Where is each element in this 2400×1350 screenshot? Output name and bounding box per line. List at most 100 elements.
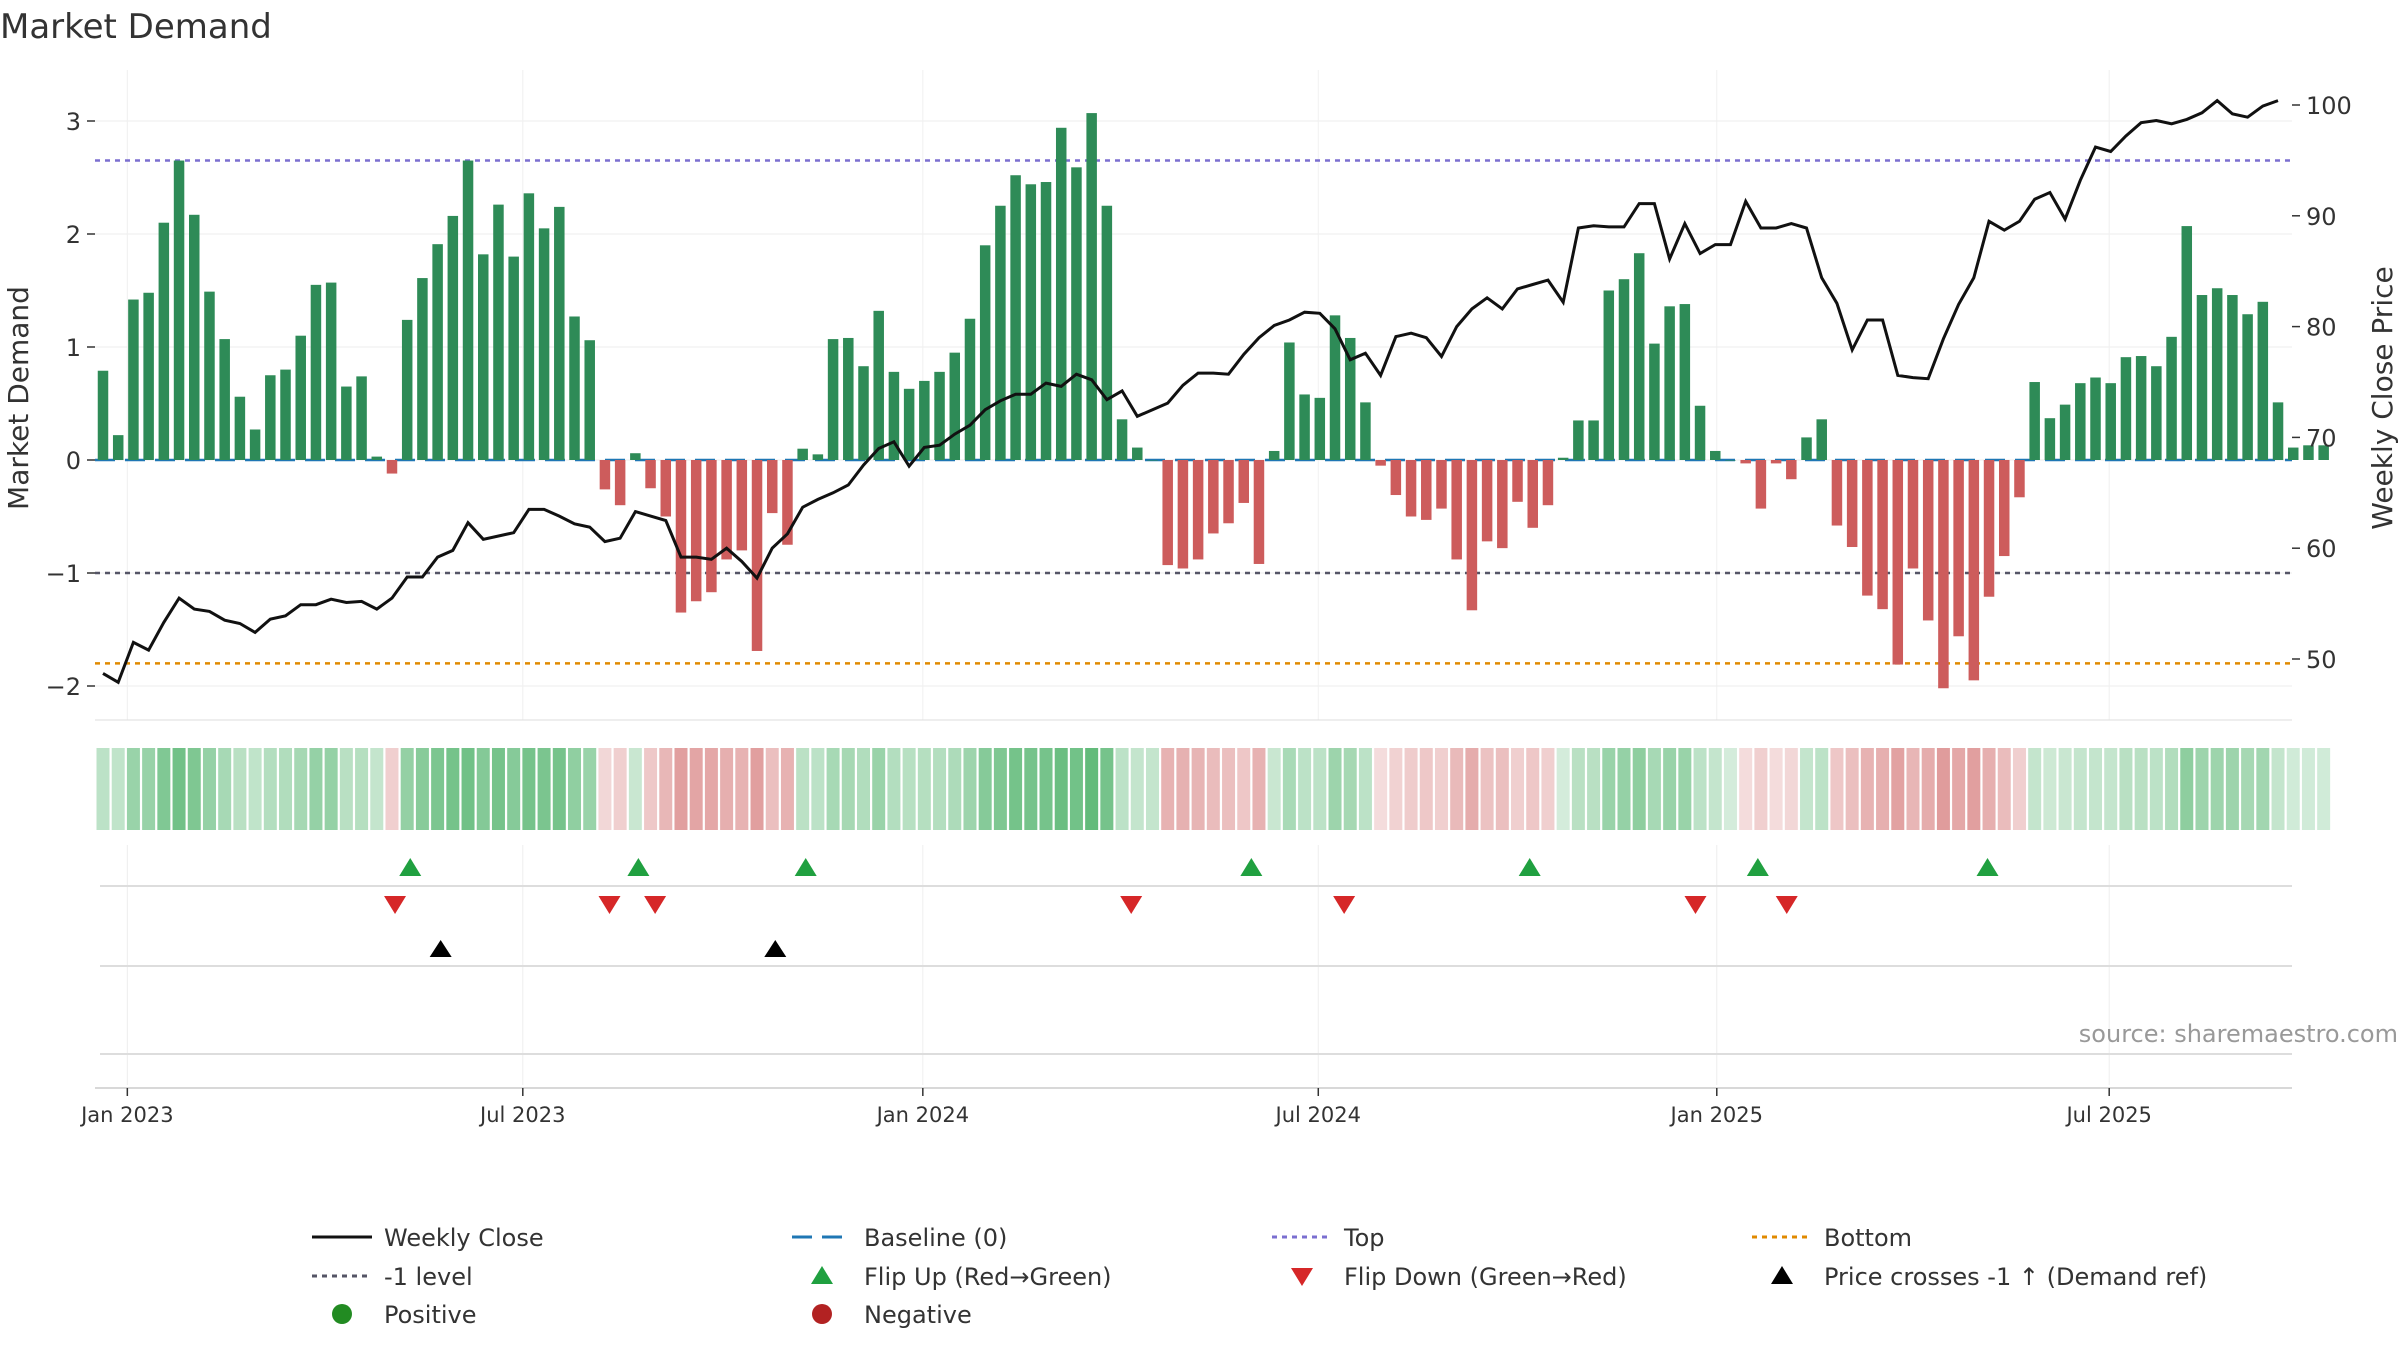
demand-bar [721,460,732,560]
demand-bar [1755,460,1767,509]
demand-bar [401,319,413,460]
heat-cell [1587,748,1601,830]
demand-bar [1344,337,1356,460]
demand-bar [325,282,337,460]
demand-bar [2318,445,2329,460]
heat-cell [628,748,642,830]
demand-bar [2044,418,2056,460]
heat-cell [126,748,140,830]
heat-cell [1769,748,1783,830]
heat-cell [202,748,216,830]
heat-cell [750,748,764,830]
heat-cell [187,748,201,830]
flip-up-marker [1746,858,1769,876]
demand-bar [356,376,367,460]
heat-cell [1282,748,1296,830]
demand-bar [569,316,580,460]
demand-bar [2211,288,2223,460]
demand-bar [1968,460,1980,681]
demand-bar [1694,405,1706,460]
demand-bar [295,335,306,460]
heat-cell [1784,748,1798,830]
demand-bar [584,340,595,460]
y2-tick-label: 50 [2306,646,2337,674]
heat-cell [1723,748,1737,830]
y2-tick-label: 80 [2306,314,2337,342]
heat-cell [263,748,277,830]
heat-cell [157,748,171,830]
demand-bar [1938,460,1949,689]
heat-cell [1526,748,1540,830]
heat-cell [1967,748,1981,830]
heat-cell [1298,748,1312,830]
demand-bar [1953,460,1964,637]
demand-bar [1862,460,1873,596]
heat-cell [461,748,475,830]
heat-cell [507,748,521,830]
x-tick-label: Jul 2025 [2064,1103,2151,1127]
x-tick-label: Jul 2023 [478,1103,565,1127]
heat-cell [1069,748,1083,830]
y2-tick-label: 90 [2306,203,2337,231]
demand-bar [1877,460,1888,610]
demand-bar [1055,127,1067,460]
demand-bar [919,380,930,460]
demand-bar [949,352,961,460]
heat-cell [1313,748,1327,830]
heat-cell [720,748,734,830]
demand-bar [2166,336,2177,460]
heat-cell [1936,748,1950,830]
demand-bar [478,254,489,460]
x-tick-label: Jan 2025 [1669,1103,1764,1127]
heat-cell [2012,748,2026,830]
heat-cell [2134,748,2148,830]
heat-cell [309,748,323,830]
heat-cell [400,748,414,830]
heat-cell [933,748,947,830]
demand-bar [1208,460,1219,534]
demand-bar [1238,460,1249,503]
demand-bar [706,460,717,593]
heat-cell [1039,748,1053,830]
heat-cell [1100,748,1114,830]
legend-flip-up-label: Flip Up (Red→Green) [864,1263,1112,1291]
demand-bar [310,284,322,460]
demand-bar [630,453,641,460]
demand-bar [462,160,474,461]
y-axis: 3 2 1 0 −1 −2 [46,108,2292,721]
heat-cell [674,748,688,830]
demand-bar [219,339,230,460]
demand-bar [1299,394,1310,460]
heat-cell [1815,748,1829,830]
legend-positive-swatch [332,1304,352,1324]
demand-bar [888,371,900,460]
heat-cell [233,748,247,830]
heat-cell [1708,748,1722,830]
price-cross-panel [100,940,2292,967]
demand-bar [2257,301,2269,460]
legend: Weekly Close -1 level Positive Baseline … [312,1224,2207,1329]
demand-bars [97,113,2329,689]
demand-bar [1557,457,1569,460]
heat-cell [2043,748,2057,830]
x-tick-label: Jul 2024 [1274,1103,1361,1127]
heat-cell [1450,748,1464,830]
demand-bar [827,339,839,460]
heat-cell [1358,748,1372,830]
demand-bar [204,291,215,460]
demand-bar [1801,437,1812,460]
demand-bar [2151,366,2162,460]
flip-up-marker [627,858,650,876]
heat-cell [339,748,353,830]
demand-bar [97,370,109,460]
heat-cell [415,748,429,830]
flip-up-marker [1240,858,1263,876]
heat-cell [993,748,1007,830]
heat-cell [1191,748,1205,830]
demand-bar [858,366,869,460]
demand-bar [1588,420,1599,460]
heat-cell [2286,748,2300,830]
demand-bar [1497,460,1508,549]
demand-bar [1405,460,1417,517]
heat-cell [476,748,490,830]
